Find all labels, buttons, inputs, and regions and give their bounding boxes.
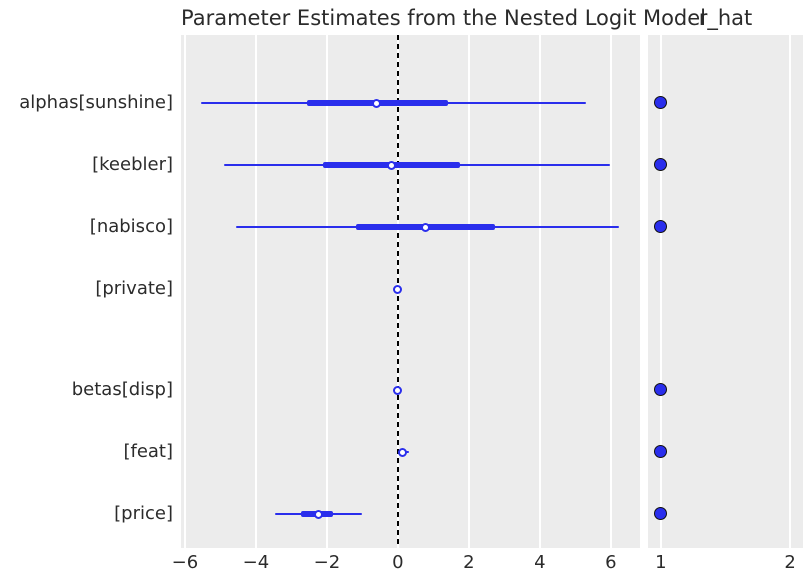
parameter-label: [feat] [123,441,173,462]
x-tick-label: 0 [392,552,404,573]
gridline-rhat-1 [660,35,662,548]
x-tick-label: −4 [242,552,270,573]
rhat-panel-title: r_hat [698,6,753,30]
x-tick-label: −2 [313,552,341,573]
rhat-dot [653,219,667,233]
rhat-dot [653,157,667,171]
x-tick-label: 6 [605,552,617,573]
parameter-label: [private] [95,278,173,299]
gridline-x-6 [610,35,612,548]
median-marker [421,222,431,232]
median-marker [387,160,397,170]
parameter-label: [price] [114,503,173,524]
rhat-panel [648,35,803,548]
rhat-dot [653,382,667,396]
rhat-dot [653,506,667,520]
x-tick-label: −6 [171,552,199,573]
x-tick-label: 4 [534,552,546,573]
rhat-dot [653,95,667,109]
rhat-tick-label: 2 [784,552,796,573]
median-marker [392,284,402,294]
gridline-x-2 [468,35,470,548]
median-marker [372,98,382,108]
median-marker [314,509,324,519]
estimates-panel [181,35,640,548]
rhat-dot [653,444,667,458]
median-marker [393,385,403,395]
parameter-label: betas[disp] [71,379,173,400]
gridline-x-4 [539,35,541,548]
x-tick-label: 2 [463,552,475,573]
gridline-x--4 [255,35,257,548]
gridline-rhat-2 [789,35,791,548]
parameter-label: [nabisco] [89,216,173,237]
gridline-x--6 [184,35,186,548]
rhat-tick-label: 1 [655,552,667,573]
median-marker [398,447,407,457]
parameter-label: [keebler] [92,154,173,175]
chart-title: Parameter Estimates from the Nested Logi… [181,6,707,30]
parameter-label: alphas[sunshine] [19,92,173,113]
gridline-x--2 [326,35,328,548]
